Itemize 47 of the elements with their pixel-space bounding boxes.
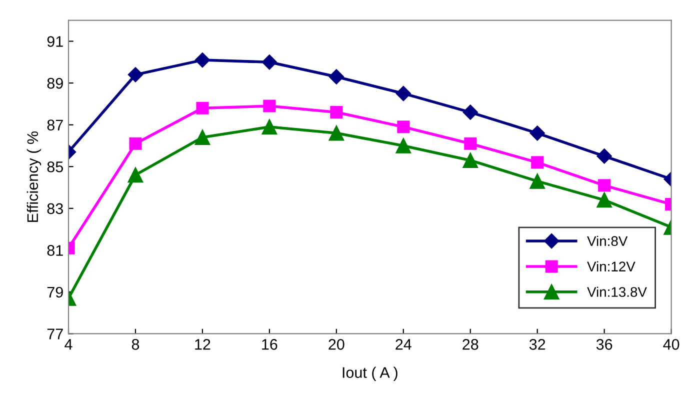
- point: [464, 137, 477, 150]
- point: [462, 152, 478, 168]
- x-axis-title: Iout ( A ): [342, 366, 398, 381]
- point: [328, 69, 344, 84]
- y-tick-label: 89: [47, 78, 63, 89]
- y-tick-label: 79: [47, 286, 63, 298]
- x-tick-label: 28: [462, 339, 478, 350]
- point: [530, 126, 545, 141]
- legend-label: Vin:8V: [587, 236, 628, 246]
- y-tick-label: 83: [47, 203, 63, 214]
- x-tick-label: 20: [328, 339, 344, 350]
- point: [598, 179, 611, 192]
- point: [462, 104, 478, 120]
- x-tick-label: 4: [64, 339, 72, 350]
- y-tick-label: 87: [47, 120, 63, 130]
- x-tick-label: 12: [195, 339, 210, 350]
- y-tick-label: 77: [47, 328, 63, 340]
- y-tick-label: 91: [47, 36, 63, 47]
- x-tick-label: 40: [663, 339, 680, 350]
- legend-label: Vin:13.8V: [587, 286, 647, 297]
- point: [396, 138, 412, 154]
- x-tick-label: 36: [596, 339, 612, 350]
- point: [128, 167, 144, 183]
- point: [596, 148, 612, 164]
- point: [194, 52, 210, 68]
- point: [396, 86, 411, 102]
- x-tick-label: 24: [396, 339, 412, 350]
- point: [330, 106, 343, 119]
- point: [128, 67, 144, 82]
- point: [397, 120, 410, 134]
- y-tick-label: 85: [47, 161, 63, 172]
- point: [194, 130, 210, 145]
- point: [129, 137, 142, 150]
- point: [328, 126, 344, 141]
- point: [531, 156, 544, 169]
- point: [263, 100, 276, 112]
- x-tick-label: 8: [132, 339, 140, 350]
- point: [596, 192, 612, 208]
- y-tick-label: 81: [47, 245, 63, 256]
- point: [530, 174, 545, 189]
- point: [262, 119, 278, 135]
- y-axis-title: Efficiency ( %: [26, 131, 42, 222]
- point: [262, 54, 278, 70]
- x-tick-label: 32: [529, 339, 546, 350]
- x-tick-label: 16: [262, 339, 278, 350]
- point: [196, 102, 209, 114]
- legend-label: Vin:12V: [587, 261, 636, 272]
